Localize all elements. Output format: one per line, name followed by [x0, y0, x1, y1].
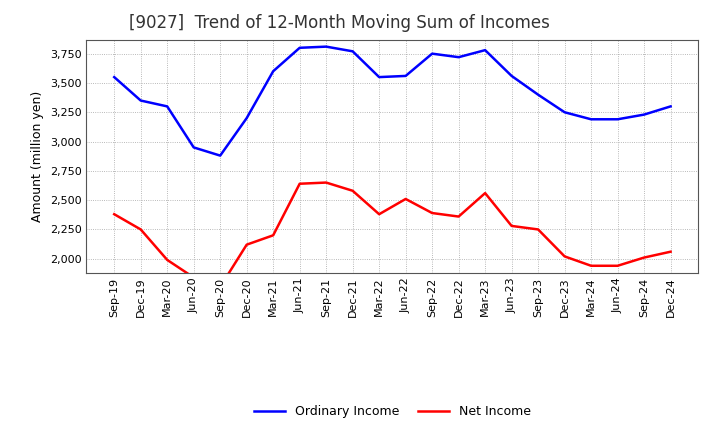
- Net Income: [666, 249, 675, 254]
- Net Income: [375, 212, 384, 217]
- Ordinary Income: [216, 153, 225, 158]
- Net Income: [587, 263, 595, 268]
- Ordinary Income: [136, 98, 145, 103]
- Net Income: [136, 227, 145, 232]
- Legend: Ordinary Income, Net Income: Ordinary Income, Net Income: [248, 400, 536, 423]
- Text: [9027]  Trend of 12-Month Moving Sum of Incomes: [9027] Trend of 12-Month Moving Sum of I…: [130, 15, 550, 33]
- Line: Ordinary Income: Ordinary Income: [114, 47, 670, 156]
- Ordinary Income: [295, 45, 304, 51]
- Net Income: [640, 255, 649, 260]
- Net Income: [295, 181, 304, 187]
- Net Income: [243, 242, 251, 247]
- Net Income: [269, 233, 277, 238]
- Net Income: [534, 227, 542, 232]
- Net Income: [613, 263, 622, 268]
- Y-axis label: Amount (million yen): Amount (million yen): [31, 91, 44, 222]
- Ordinary Income: [534, 92, 542, 97]
- Ordinary Income: [560, 110, 569, 115]
- Ordinary Income: [613, 117, 622, 122]
- Line: Net Income: Net Income: [114, 183, 670, 287]
- Ordinary Income: [110, 74, 119, 80]
- Net Income: [322, 180, 330, 185]
- Ordinary Income: [428, 51, 436, 56]
- Ordinary Income: [163, 104, 171, 109]
- Net Income: [560, 254, 569, 259]
- Ordinary Income: [189, 145, 198, 150]
- Net Income: [348, 188, 357, 194]
- Net Income: [216, 284, 225, 290]
- Ordinary Income: [481, 48, 490, 53]
- Ordinary Income: [401, 73, 410, 79]
- Ordinary Income: [243, 115, 251, 121]
- Net Income: [189, 275, 198, 280]
- Ordinary Income: [375, 74, 384, 80]
- Ordinary Income: [348, 49, 357, 54]
- Net Income: [110, 212, 119, 217]
- Ordinary Income: [640, 112, 649, 117]
- Ordinary Income: [269, 69, 277, 74]
- Net Income: [454, 214, 463, 219]
- Net Income: [401, 196, 410, 202]
- Ordinary Income: [666, 104, 675, 109]
- Ordinary Income: [322, 44, 330, 49]
- Net Income: [481, 191, 490, 196]
- Net Income: [508, 223, 516, 228]
- Ordinary Income: [587, 117, 595, 122]
- Ordinary Income: [454, 55, 463, 60]
- Ordinary Income: [508, 73, 516, 79]
- Net Income: [163, 257, 171, 263]
- Net Income: [428, 210, 436, 216]
